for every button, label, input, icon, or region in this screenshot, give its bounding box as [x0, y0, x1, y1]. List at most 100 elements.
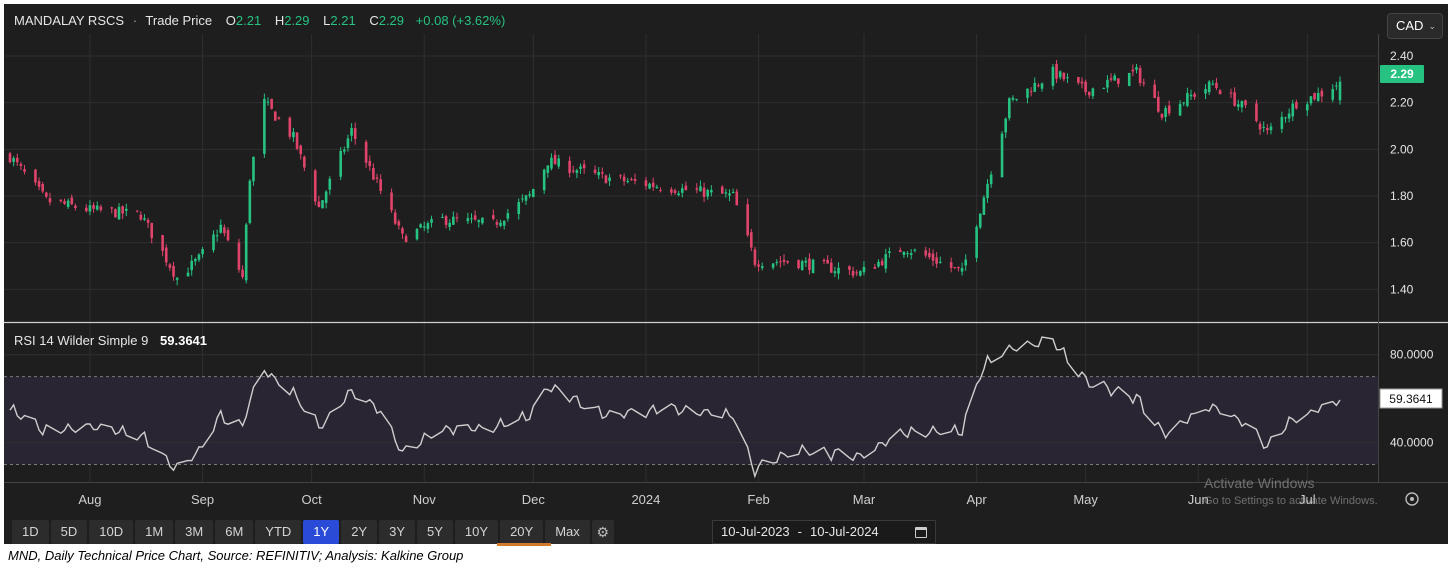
- candle-body: [1316, 93, 1320, 101]
- candle-body: [502, 220, 506, 226]
- candle-body: [960, 268, 964, 272]
- candle-body: [506, 213, 510, 219]
- timeframe-toolbar: 1D 5D 10D 1M 3M 6M YTD 1Y 2Y 3Y 5Y 10Y 20Y Max ⚙: [12, 520, 614, 546]
- candle-body: [957, 266, 960, 269]
- candle-body: [1004, 118, 1007, 133]
- candle-body: [201, 249, 204, 255]
- candle-body: [1138, 68, 1142, 84]
- timeframe-button-20y[interactable]: 20Y: [500, 520, 544, 544]
- candle-body: [135, 210, 139, 212]
- candle-body: [1113, 75, 1116, 81]
- rsi-tag-text: 59.3641: [1389, 392, 1433, 406]
- time-axis-label: Sep: [191, 492, 214, 507]
- candle-body: [659, 190, 662, 192]
- candle-body: [579, 166, 582, 169]
- timeframe-button-1m[interactable]: 1M: [135, 520, 174, 544]
- rsi-line: [9, 336, 1341, 479]
- candle-body: [1218, 90, 1222, 95]
- candle-body: [542, 169, 546, 191]
- timeframe-button-10y[interactable]: 10Y: [454, 520, 499, 544]
- candle-body: [1215, 82, 1218, 89]
- candle-body: [1335, 85, 1338, 87]
- date-end[interactable]: 10-Jul-2024: [810, 524, 879, 539]
- gear-icon[interactable]: ⚙: [591, 520, 614, 544]
- candle-body: [1284, 117, 1287, 119]
- time-axis-label: Dec: [522, 492, 546, 507]
- date-start[interactable]: 10-Jul-2023: [721, 524, 790, 539]
- timeframe-button-1y[interactable]: 1Y: [303, 520, 340, 544]
- price-axis-labels: 1.40 1.60 1.80 2.00 2.20 2.40: [1390, 49, 1414, 296]
- candle-body: [499, 222, 502, 226]
- candle-body: [12, 158, 15, 162]
- candle-body: [99, 206, 103, 210]
- timeframe-button-1d[interactable]: 1D: [12, 520, 49, 544]
- candle-body: [633, 179, 637, 182]
- candle-body: [797, 260, 800, 269]
- timeframe-button-5y[interactable]: 5Y: [417, 520, 453, 544]
- rsi-axis-labels: 40.0000 80.0000: [1390, 348, 1434, 450]
- candle-body: [219, 224, 223, 233]
- date-range-picker[interactable]: 10-Jul-2023 - 10-Jul-2024: [712, 520, 936, 544]
- candle-body: [63, 201, 66, 204]
- candle-body: [644, 180, 648, 187]
- candle-body: [1084, 81, 1087, 93]
- candle-body: [521, 198, 524, 200]
- candle-body: [277, 117, 281, 119]
- candle-body: [989, 174, 993, 185]
- candle-body: [1029, 91, 1033, 93]
- candle-body: [851, 270, 855, 276]
- candle-body: [1040, 83, 1044, 89]
- rsi-axis-label: 40.0000: [1390, 436, 1434, 450]
- candle-body: [1037, 85, 1040, 87]
- candle-body: [121, 206, 124, 214]
- timeframe-button-max[interactable]: Max: [545, 520, 590, 544]
- open-value: 2.21: [236, 13, 261, 28]
- candle-body: [263, 98, 266, 154]
- time-axis-label: Aug: [78, 492, 101, 507]
- candle-body: [826, 259, 829, 264]
- candle-body: [746, 204, 749, 236]
- candle-body: [953, 267, 957, 269]
- candle-body: [1204, 88, 1207, 94]
- candle-body: [328, 178, 332, 190]
- candle-body: [1189, 94, 1193, 97]
- candle-body: [350, 127, 353, 136]
- candle-body: [1244, 100, 1247, 106]
- time-axis-label: Nov: [413, 492, 437, 507]
- candle-body: [1011, 97, 1015, 100]
- candle-body: [771, 263, 775, 268]
- candle-body: [45, 192, 48, 197]
- axis-settings-icon[interactable]: [1405, 492, 1419, 506]
- currency-selector[interactable]: CAD ⌄: [1387, 13, 1443, 39]
- timeframe-button-3m[interactable]: 3M: [175, 520, 214, 544]
- timeframe-button-ytd[interactable]: YTD: [255, 520, 302, 544]
- candle-body: [888, 251, 891, 253]
- timeframe-button-5d[interactable]: 5D: [50, 520, 88, 544]
- close-label: C: [369, 13, 378, 28]
- candle-body: [85, 207, 88, 212]
- timeframe-button-3y[interactable]: 3Y: [379, 520, 416, 544]
- candle-body: [808, 258, 811, 271]
- chart-frame: 1.40 1.60 1.80 2.00 2.20 2.40 40.0000 80.0000 …: [4, 4, 1448, 544]
- timeframe-button-10d[interactable]: 10D: [89, 520, 134, 544]
- candle-body: [837, 267, 840, 274]
- candle-body: [924, 250, 928, 256]
- candle-body: [673, 190, 677, 194]
- timeframe-button-2y[interactable]: 2Y: [341, 520, 378, 544]
- low-value: 2.21: [330, 13, 355, 28]
- candle-body: [161, 235, 164, 251]
- candle-body: [379, 179, 382, 191]
- rsi-gridlines: [4, 354, 1378, 443]
- candle-body: [982, 197, 986, 215]
- candle-body: [829, 262, 833, 273]
- candle-body: [74, 205, 77, 208]
- chart-canvas[interactable]: 1.401.601.802.002.202.40 40.000080.0000 …: [4, 4, 1448, 544]
- candle-body: [1080, 81, 1084, 84]
- calendar-icon[interactable]: [915, 526, 927, 538]
- candle-body: [938, 261, 942, 263]
- timeframe-button-6m[interactable]: 6M: [215, 520, 254, 544]
- candle-body: [735, 191, 739, 206]
- symbol-name: MANDALAY RSCS: [14, 13, 124, 28]
- candle-body: [702, 187, 706, 197]
- candle-body: [1157, 96, 1160, 112]
